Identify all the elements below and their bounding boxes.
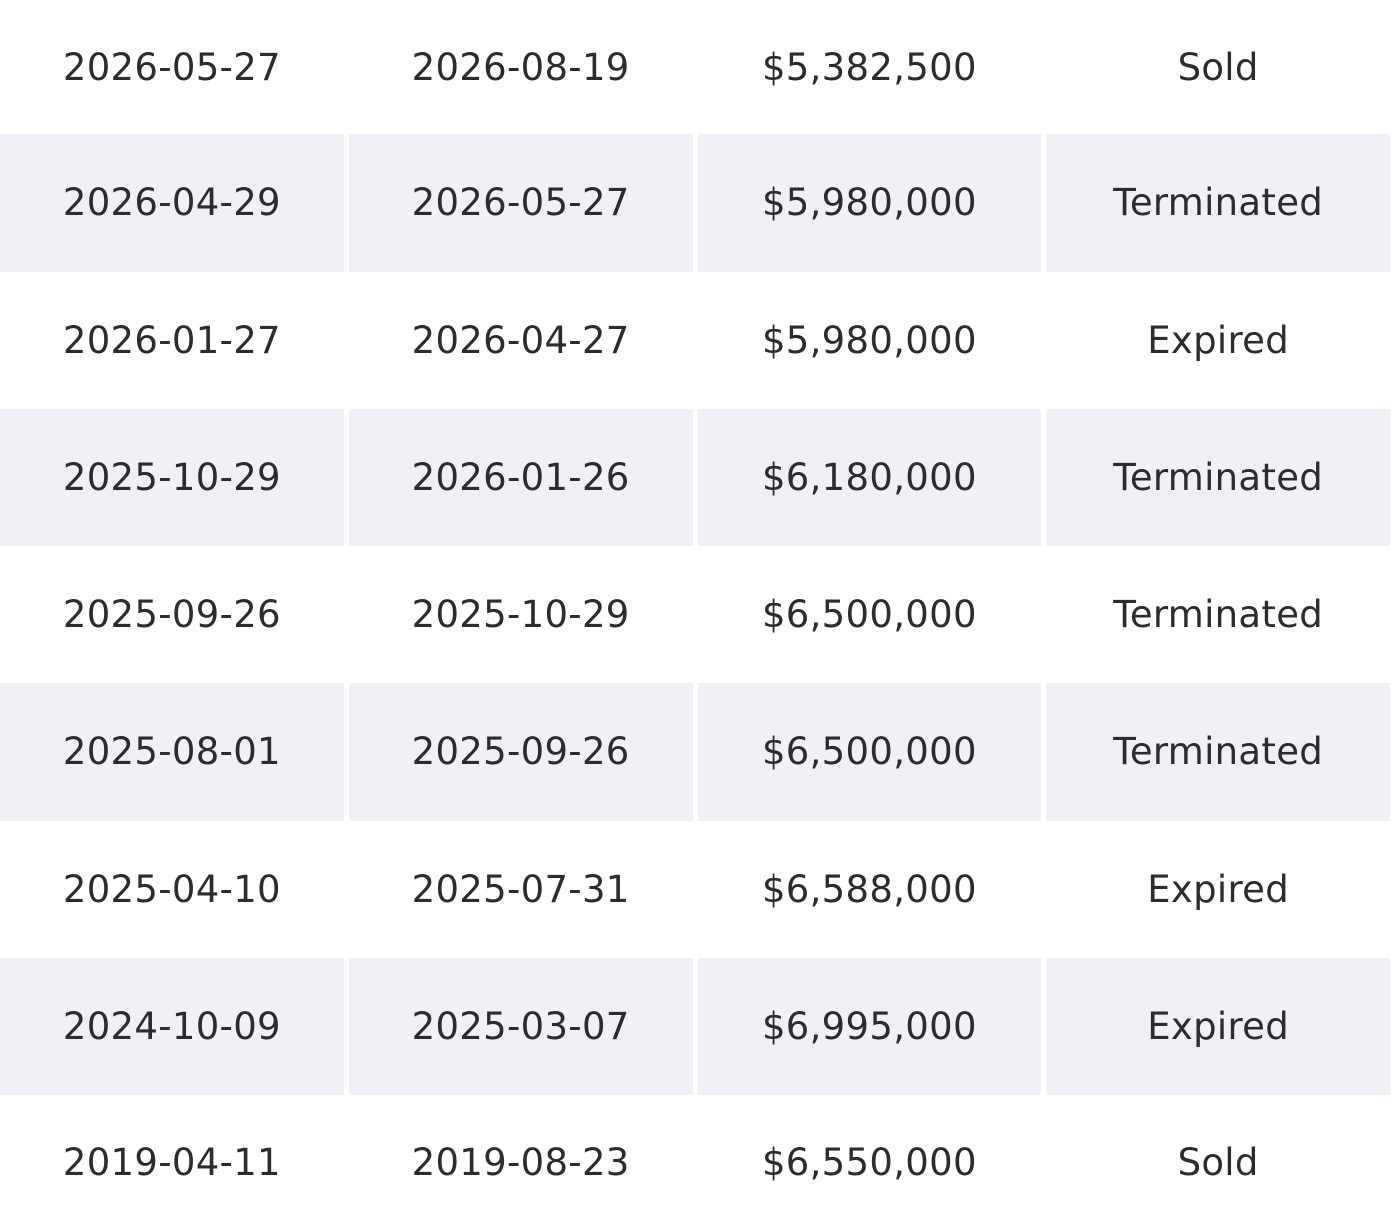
start-date-cell: 2025-09-26 (62, 593, 281, 636)
status-cell: Expired (1147, 867, 1290, 911)
start-date-cell: 2025-10-29 (0, 408, 344, 546)
table-row: 2026-05-27 2026-08-19 $5,382,500 Sold (0, 0, 1390, 134)
price-cell: $6,500,000 (697, 683, 1042, 821)
table-row: 2025-04-10 2025-07-31 $6,588,000 Expired (0, 821, 1390, 958)
table-row: 2026-04-29 2026-05-27 $5,980,000 Termina… (0, 134, 1390, 272)
end-date-cell: 2025-07-31 (411, 867, 630, 911)
end-date-cell: 2026-05-27 (348, 134, 693, 272)
end-date-cell: 2026-01-26 (348, 408, 693, 546)
price-cell: $5,980,000 (761, 318, 977, 362)
start-date-cell: 2024-10-09 (0, 957, 344, 1095)
status-cell: Sold (1177, 45, 1259, 89)
end-date-cell: 2026-04-27 (411, 318, 630, 362)
status-cell: Expired (1147, 318, 1290, 362)
start-date-cell: 2026-04-29 (0, 134, 344, 272)
price-cell: $6,588,000 (761, 867, 977, 911)
status-cell: Terminated (1113, 593, 1324, 636)
price-cell: $6,995,000 (697, 957, 1042, 1095)
table-row: 2024-10-09 2025-03-07 $6,995,000 Expired (0, 957, 1390, 1095)
start-date-cell: 2025-04-10 (62, 867, 281, 911)
start-date-cell: 2026-05-27 (62, 45, 281, 89)
end-date-cell: 2026-08-19 (411, 45, 630, 89)
table-row: 2026-01-27 2026-04-27 $5,980,000 Expired (0, 272, 1390, 409)
table-row: 2025-10-29 2026-01-26 $6,180,000 Termina… (0, 408, 1390, 546)
status-cell: Sold (1177, 1141, 1259, 1184)
price-cell: $6,180,000 (697, 408, 1042, 546)
price-cell: $5,382,500 (761, 45, 977, 89)
end-date-cell: 2025-09-26 (348, 683, 693, 821)
status-cell: Expired (1046, 957, 1390, 1095)
price-cell: $5,980,000 (697, 134, 1042, 272)
end-date-cell: 2019-08-23 (411, 1141, 630, 1184)
status-cell: Terminated (1046, 408, 1390, 546)
price-cell: $6,550,000 (761, 1141, 977, 1184)
end-date-cell: 2025-03-07 (348, 957, 693, 1095)
price-cell: $6,500,000 (761, 593, 977, 636)
status-cell: Terminated (1046, 683, 1390, 821)
start-date-cell: 2026-01-27 (62, 318, 281, 362)
start-date-cell: 2025-08-01 (0, 683, 344, 821)
status-cell: Terminated (1046, 134, 1390, 272)
table-row: 2025-09-26 2025-10-29 $6,500,000 Termina… (0, 546, 1390, 683)
end-date-cell: 2025-10-29 (411, 593, 630, 636)
table-row: 2019-04-11 2019-08-23 $6,550,000 Sold (0, 1095, 1390, 1230)
start-date-cell: 2019-04-11 (62, 1141, 281, 1184)
table-row: 2025-08-01 2025-09-26 $6,500,000 Termina… (0, 683, 1390, 821)
